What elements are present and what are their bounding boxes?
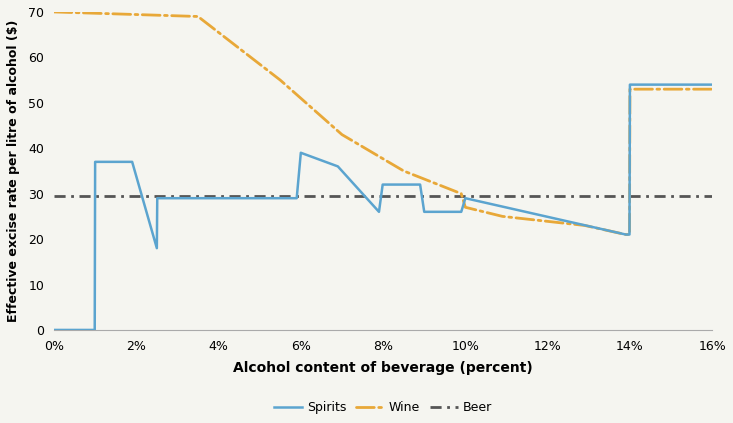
Spirits	[50, 327, 59, 332]
Wine	[539, 218, 548, 223]
Spirits	[708, 82, 717, 87]
Wine	[194, 14, 202, 19]
Wine	[276, 77, 284, 82]
Wine	[581, 223, 589, 228]
Spirits	[173, 196, 182, 201]
Legend: Spirits, Wine, Beer: Spirits, Wine, Beer	[270, 396, 497, 419]
Wine	[461, 205, 470, 210]
Y-axis label: Effective excise rate per litre of alcohol ($): Effective excise rate per litre of alcoh…	[7, 20, 20, 322]
Wine	[457, 191, 465, 196]
Spirits	[457, 209, 465, 214]
Spirits	[375, 209, 383, 214]
Spirits	[296, 150, 305, 155]
Spirits	[153, 196, 162, 201]
Spirits	[91, 159, 100, 165]
Wine	[338, 132, 347, 137]
Spirits	[128, 159, 136, 165]
Spirits	[461, 196, 470, 201]
Spirits	[420, 209, 429, 214]
Spirits	[334, 164, 342, 169]
Spirits	[70, 327, 79, 332]
Wine	[399, 168, 408, 173]
Spirits	[378, 182, 387, 187]
Wine	[498, 214, 507, 219]
Spirits	[152, 246, 161, 251]
Spirits	[90, 327, 99, 332]
Spirits	[416, 182, 424, 187]
Line: Wine: Wine	[54, 12, 712, 234]
Spirits	[292, 196, 301, 201]
Wine	[622, 232, 630, 237]
Wine	[50, 9, 59, 14]
Line: Spirits: Spirits	[54, 85, 712, 330]
Wine	[625, 87, 634, 92]
Spirits	[622, 232, 630, 237]
Spirits	[625, 82, 634, 87]
X-axis label: Alcohol content of beverage (percent): Alcohol content of beverage (percent)	[233, 361, 533, 375]
Spirits	[625, 232, 634, 237]
Wine	[625, 232, 634, 237]
Wine	[708, 87, 717, 92]
